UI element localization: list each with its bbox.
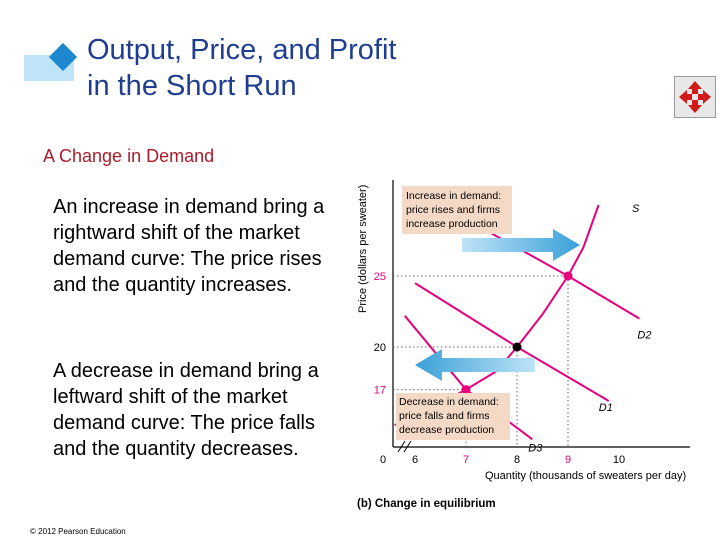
slide-title-line-2: in the Short Run xyxy=(87,70,297,102)
slide-title-line-1: Output, Price, and Profit xyxy=(87,34,397,66)
x-tick-label-9: 9 xyxy=(565,454,571,466)
decrease-shift-arrow xyxy=(415,349,535,381)
decrease-callout-line-1: Decrease in demand: xyxy=(399,396,499,408)
increase-demand-callout: Increase in demand: price rises and firm… xyxy=(402,186,512,234)
x-tick-label-0: 0 xyxy=(380,454,386,466)
x-tick-label-7: 7 xyxy=(463,454,469,466)
increase-shift-arrow xyxy=(462,229,580,261)
x-tick-label-8: 8 xyxy=(514,454,520,466)
decrease-callout-line-2: price falls and firms xyxy=(399,410,489,422)
equilibrium-point-2 xyxy=(461,385,471,395)
y-tick-label-20: 20 xyxy=(374,342,386,354)
increase-callout-line-2: price rises and firms xyxy=(406,204,500,216)
curve-d1 xyxy=(414,282,610,402)
increase-demand-paragraph: An increase in demand bring a rightward … xyxy=(53,196,325,296)
decrease-callout-box xyxy=(396,393,510,440)
slide-title: Output, Price, and Profit in the Short R… xyxy=(87,32,507,104)
equilibrium-point-1 xyxy=(563,271,573,281)
equilibrium-point-0 xyxy=(512,342,522,352)
increase-callout-box xyxy=(402,186,512,234)
y-tick-label-25: 25 xyxy=(374,271,386,283)
increase-callout-line-3: increase production xyxy=(406,218,498,230)
increase-callout-line-1: Increase in demand: xyxy=(406,190,501,202)
decrease-demand-paragraph: A decrease in demand bring a leftward sh… xyxy=(53,360,319,460)
copyright-notice: © 2012 Pearson Education xyxy=(30,527,126,536)
move-arrows-icon xyxy=(679,81,711,113)
decrease-callout-line-3: decrease production xyxy=(399,424,494,436)
curve-label-d1: D1 xyxy=(599,402,613,414)
y-axis-label: Price (dollars per sweater) xyxy=(357,185,369,313)
decrease-demand-callout: Decrease in demand: price falls and firm… xyxy=(396,393,510,440)
x-tick-label-10: 10 xyxy=(613,454,625,466)
chart-title: (b) Change in equilibrium xyxy=(357,498,496,510)
axis-break-mark xyxy=(397,440,412,453)
curve-label-d3: D3 xyxy=(528,442,543,454)
x-axis-label: Quantity (thousands of sweaters per day) xyxy=(485,470,686,482)
y-tick-label-17: 17 xyxy=(374,385,386,397)
section-subheading: A Change in Demand xyxy=(43,146,215,166)
move-navigation-button[interactable] xyxy=(674,76,716,118)
curve-label-s: S xyxy=(632,203,640,215)
x-tick-label-6: 6 xyxy=(412,454,418,466)
curve-label-d2: D2 xyxy=(637,330,651,342)
